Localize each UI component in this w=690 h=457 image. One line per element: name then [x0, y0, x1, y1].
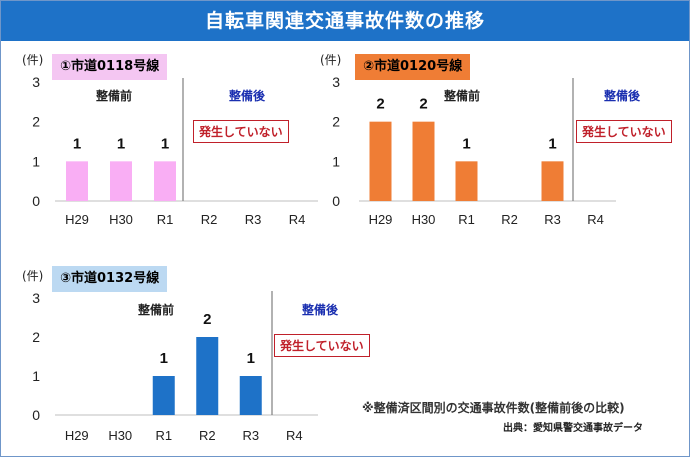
y-tick-label: 0: [32, 407, 40, 423]
before-label: 整備前: [444, 89, 481, 103]
data-label: 1: [161, 135, 169, 152]
x-tick-label: R3: [245, 212, 262, 227]
road-label: ①市道0118号線: [52, 54, 168, 80]
bar: [541, 161, 564, 201]
chart-svg: 0 1 2 3 H29 1 H30 1 R1 1 R2 R3 R4: [32, 74, 318, 227]
unit-label: (件): [22, 269, 44, 283]
bar: [369, 121, 392, 201]
road-label: ②市道0120号線: [355, 54, 471, 80]
x-tick-label: R4: [587, 212, 604, 227]
after-label: 整備後: [604, 89, 641, 103]
data-label: 2: [203, 311, 211, 328]
before-label: 整備前: [96, 89, 133, 103]
chart-panel-1: (件) ①市道0118号線 整備前 整備後 発生していない 0 1 2 3 H29 1 H3…: [0, 42, 340, 242]
data-label: 2: [419, 96, 427, 113]
bar: [196, 337, 219, 415]
chart-svg: 0 1 2 3 H29 2 H30 2 R1 1 R2 R3 1 R4: [332, 74, 616, 227]
data-label: 1: [73, 135, 81, 152]
source-credit: 出典：愛知県警交通事故データ: [503, 423, 643, 434]
page-title: 自転車関連交通事故件数の推移: [1, 1, 689, 41]
x-tick-label: R3: [242, 428, 259, 443]
x-tick-label: R2: [201, 212, 218, 227]
x-tick-label: H30: [109, 212, 133, 227]
data-label: 1: [117, 135, 125, 152]
y-tick-label: 1: [32, 153, 40, 169]
x-tick-label: R1: [458, 212, 475, 227]
x-tick-label: R4: [289, 212, 306, 227]
y-tick-label: 3: [32, 74, 40, 90]
data-label: 1: [247, 350, 255, 367]
y-tick-label: 1: [332, 153, 340, 169]
after-label: 整備後: [302, 303, 339, 317]
no-accidents-box: 発生していない: [274, 334, 370, 357]
bar: [152, 376, 175, 415]
data-label: 1: [462, 135, 470, 152]
x-tick-label: H30: [412, 212, 436, 227]
chart-svg: 0 1 2 3 H29 H30 R1 1 R2 2 R3 1 R4: [32, 290, 318, 443]
before-label: 整備前: [138, 303, 175, 317]
bar: [66, 161, 88, 201]
footnote: ※整備済区間別の交通事故件数(整備前後の比較): [362, 401, 625, 415]
data-label: 1: [548, 135, 556, 152]
y-tick-label: 0: [32, 193, 40, 209]
chart-panel-3: (件) ③市道0132号線 整備前 整備後 発生していない ※整備済区間別の交通…: [0, 258, 690, 457]
x-tick-label: R2: [199, 428, 216, 443]
x-tick-label: H29: [369, 212, 393, 227]
x-tick-label: R4: [286, 428, 303, 443]
bar: [455, 161, 478, 201]
data-label: 1: [160, 350, 168, 367]
no-accidents-box: 発生していない: [576, 120, 672, 143]
y-tick-label: 2: [332, 114, 340, 130]
y-tick-label: 3: [332, 74, 340, 90]
bar: [154, 161, 176, 201]
y-tick-label: 2: [32, 114, 40, 130]
x-tick-label: R1: [157, 212, 174, 227]
road-label: ③市道0132号線: [52, 266, 168, 292]
no-accidents-box: 発生していない: [193, 120, 289, 143]
x-tick-label: H29: [65, 428, 89, 443]
x-tick-label: H30: [108, 428, 132, 443]
x-tick-label: H29: [65, 212, 89, 227]
after-label: 整備後: [229, 89, 266, 103]
y-tick-label: 3: [32, 290, 40, 306]
y-tick-label: 1: [32, 368, 40, 384]
unit-label: (件): [320, 53, 342, 67]
bar: [110, 161, 132, 201]
chart-panel-2: (件) ②市道0120号線 整備前 整備後 発生していない 0 1 2 3 H29 2 H3…: [320, 42, 685, 242]
x-tick-label: R2: [501, 212, 518, 227]
y-tick-label: 2: [32, 329, 40, 345]
bar: [412, 121, 435, 201]
bar: [239, 376, 262, 415]
data-label: 2: [376, 96, 384, 113]
x-tick-label: R1: [155, 428, 172, 443]
y-tick-label: 0: [332, 193, 340, 209]
unit-label: (件): [22, 53, 44, 67]
x-tick-label: R3: [544, 212, 561, 227]
